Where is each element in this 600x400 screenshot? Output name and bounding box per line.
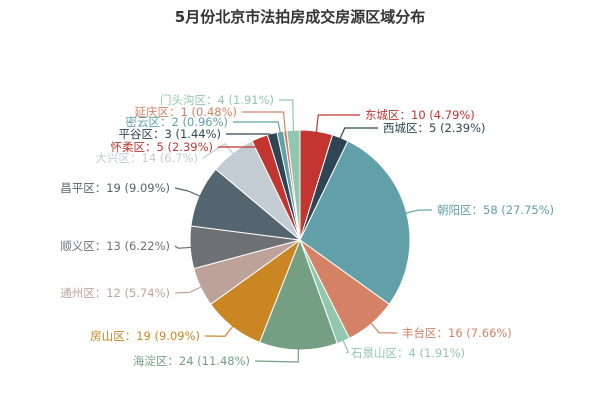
leader-line-2 (404, 209, 433, 215)
leader-line-6 (204, 324, 235, 337)
leader-line-11 (218, 139, 261, 148)
leader-line-12 (226, 133, 273, 137)
leader-line-8 (174, 245, 193, 249)
leader-line-15 (279, 99, 295, 133)
slice-label-15: 门头沟区：4 (1.91%) (160, 93, 274, 107)
slice-label-0: 东城区：10 (4.79%) (365, 108, 475, 122)
leader-line-7 (174, 285, 203, 294)
leader-line-9 (174, 187, 202, 198)
chart-title: 5月份北京市法拍房成交房源区域分布 (174, 8, 426, 26)
slice-label-1: 西城区：5 (2.39%) (383, 121, 485, 135)
leader-line-3 (369, 321, 398, 334)
leader-line-0 (315, 114, 360, 134)
leader-line-5 (254, 347, 299, 363)
slice-label-3: 丰台区：16 (7.66%) (402, 326, 512, 340)
leader-line-13 (233, 121, 282, 134)
slice-label-8: 顺义区：13 (6.22%) (60, 239, 170, 253)
slice-label-9: 昌平区：19 (9.09%) (60, 181, 170, 195)
slice-label-12: 平谷区：3 (1.44%) (119, 127, 221, 141)
leader-line-10 (202, 142, 235, 159)
leader-line-14 (242, 111, 287, 134)
slice-label-6: 房山区：19 (9.09%) (90, 329, 200, 343)
slice-label-13: 密云区：2 (0.96%) (126, 115, 228, 129)
slice-label-2: 朝阳区：58 (27.75%) (437, 203, 554, 217)
slice-label-5: 海淀区：24 (11.48%) (133, 354, 250, 368)
slice-label-4: 石景山区：4 (1.91%) (351, 346, 465, 360)
slice-label-14: 延庆区：1 (0.48%) (135, 105, 237, 119)
slice-label-7: 通州区：12 (5.74%) (60, 286, 170, 300)
leader-line-4 (342, 338, 349, 354)
leader-line-1 (339, 127, 378, 140)
slice-label-10: 大兴区：14 (6.7%) (96, 151, 198, 165)
slice-label-11: 怀柔区：5 (2.39%) (111, 140, 213, 154)
